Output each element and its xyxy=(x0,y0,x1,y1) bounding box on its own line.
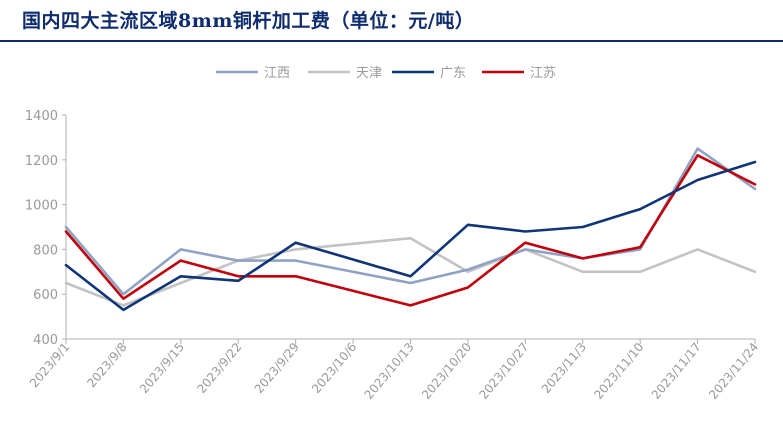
series-line-1 xyxy=(64,147,757,296)
x-tick-label: 2023/9/15 xyxy=(137,340,187,396)
x-tick-label: 2023/9/8 xyxy=(84,340,129,390)
x-tick-label: 2023/10/6 xyxy=(309,340,359,396)
title-underline xyxy=(0,40,783,42)
y-tick-label: 1000 xyxy=(25,199,58,214)
x-tick-label: 2023/10/20 xyxy=(419,340,474,402)
x-tick-label: 2023/11/10 xyxy=(591,340,646,402)
x-tick-label: 2023/11/3 xyxy=(539,340,589,396)
series-line-4 xyxy=(64,154,757,307)
x-tick-label: 2023/11/17 xyxy=(649,340,704,402)
x-tick-label: 2023/11/24 xyxy=(706,340,761,402)
series-line-2 xyxy=(64,236,757,307)
y-tick-label: 1400 xyxy=(25,109,58,124)
y-tick-label: 400 xyxy=(33,333,58,348)
legend-label: 江苏 xyxy=(530,65,556,81)
legend-label: 天津 xyxy=(356,66,382,81)
legend-label: 江西 xyxy=(264,66,290,81)
y-tick-label: 1200 xyxy=(25,154,58,169)
y-tick-label: 800 xyxy=(33,243,58,258)
chart-title: 国内四大主流区域8mm铜杆加工费（单位：元/吨） xyxy=(22,10,475,32)
y-tick-label: 600 xyxy=(33,288,58,303)
series-line-3 xyxy=(64,160,757,312)
x-tick-label: 2023/9/22 xyxy=(194,340,244,396)
legend-label: 广东 xyxy=(440,66,466,81)
x-tick-label: 2023/10/13 xyxy=(362,340,417,402)
x-tick-label: 2023/9/29 xyxy=(252,340,302,396)
x-tick-label: 2023/10/27 xyxy=(476,340,531,402)
